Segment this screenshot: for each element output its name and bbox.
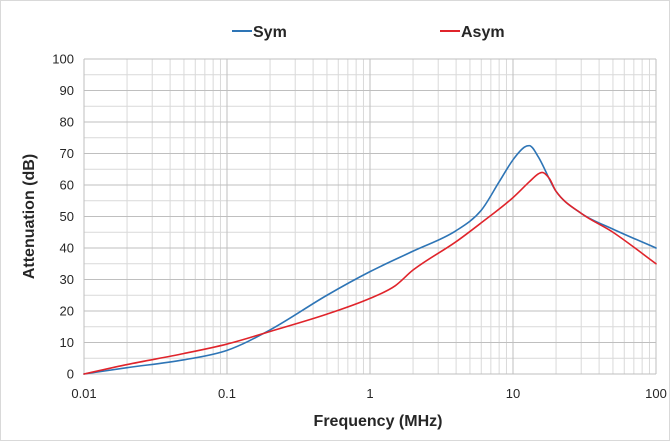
y-tick-label: 20 [60, 304, 74, 319]
y-tick-label: 30 [60, 272, 74, 287]
y-tick-labels: 0 10 20 30 40 50 60 70 80 90 100 [52, 52, 74, 382]
x-tick-labels: 0.01 0.1 1 10 100 [71, 386, 667, 401]
major-gridlines [83, 58, 657, 375]
y-tick-label: 60 [60, 178, 74, 193]
series-layer [83, 144, 657, 375]
x-tick-label: 0.01 [71, 386, 96, 401]
y-tick-label: 50 [60, 209, 74, 224]
legend-label-sym: Sym [253, 24, 287, 41]
y-tick-label: 70 [60, 146, 74, 161]
x-tick-label: 0.1 [218, 386, 236, 401]
x-tick-label: 1 [366, 386, 373, 401]
x-axis-title: Frequency (MHz) [314, 413, 443, 430]
x-tick-label: 10 [506, 386, 520, 401]
y-tick-label: 80 [60, 115, 74, 130]
x-tick-label: 100 [645, 386, 667, 401]
y-tick-label: 0 [67, 367, 74, 382]
legend-label-asym: Asym [461, 24, 505, 41]
y-tick-label: 100 [52, 52, 74, 67]
y-tick-label: 10 [60, 335, 74, 350]
y-axis-title: Attenuation (dB) [21, 154, 38, 279]
series-line-asym [83, 171, 657, 375]
legend: Sym Asym [232, 24, 505, 41]
y-tick-label: 40 [60, 241, 74, 256]
y-tick-label: 90 [60, 83, 74, 98]
